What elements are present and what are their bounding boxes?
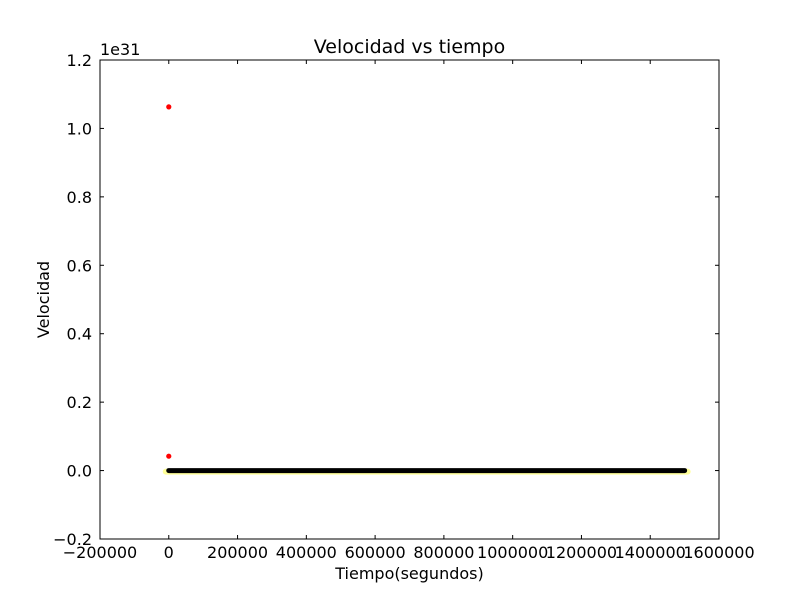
x-tick-label: 400000 [276, 543, 337, 562]
y-tick-label: −0.2 [53, 530, 92, 549]
x-tick-label: 1600000 [683, 543, 754, 562]
y-tick-label: 0.4 [67, 325, 92, 344]
tick-layer: −200000 0 200000 400000 600000 800000 10000001… [53, 51, 754, 562]
y-tick-label: 0.8 [67, 188, 92, 207]
x-tick-label: 1400000 [615, 543, 686, 562]
y-tick-label: 0.6 [67, 256, 92, 275]
x-tick-label: −200000 [63, 543, 137, 562]
x-tick-label: 800000 [413, 543, 474, 562]
x-tick-label: 0 [164, 543, 174, 562]
x-tick-label: 1000000 [477, 543, 548, 562]
y-tick-label: 0.0 [67, 462, 92, 481]
x-tick-label: 1200000 [546, 543, 617, 562]
y-tick-label: 1.2 [67, 51, 92, 70]
plot-frame [99, 59, 720, 540]
chart-title: Velocidad vs tiempo [314, 36, 505, 58]
x-tick-label: 200000 [207, 543, 268, 562]
y-tick-label: 1.0 [67, 119, 92, 138]
y-tick-label: 0.2 [67, 393, 92, 412]
series-0-point-1 [166, 453, 172, 459]
data-layer [162, 104, 691, 475]
x-tick-label: 600000 [345, 543, 406, 562]
series-0-point-0 [166, 104, 172, 110]
y-axis-title: Velocidad [34, 261, 53, 338]
x-axis-title: Tiempo(segundos) [334, 564, 483, 583]
y-axis-offset-text: 1e31 [100, 40, 140, 59]
